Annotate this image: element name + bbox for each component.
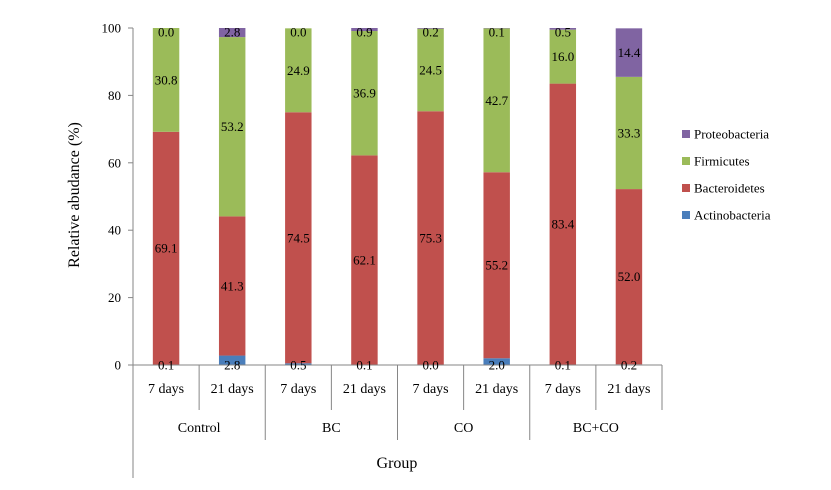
data-label-proteobacteria-3: 0.9 — [356, 25, 372, 40]
group-label-1: BC — [322, 421, 341, 436]
data-label-firmicutes-4: 24.5 — [419, 62, 442, 77]
bar-proteobacteria-3 — [351, 28, 378, 32]
x-category-label-4: 7 days — [412, 382, 448, 397]
data-label-bacteroidetes-0: 69.1 — [155, 241, 178, 256]
y-tick-label-2: 40 — [108, 223, 121, 238]
data-label-proteobacteria-2: 0.0 — [290, 25, 306, 40]
data-label-actinobacteria-1: 2.8 — [224, 358, 240, 373]
data-label-actinobacteria-6: 0.1 — [555, 358, 571, 373]
y-tick-label-0: 0 — [115, 358, 122, 373]
legend-label-bacteroidetes: Bacteroidetes — [694, 181, 765, 196]
y-tick-label-5: 100 — [102, 21, 122, 36]
x-axis-title: Group — [377, 455, 418, 472]
data-label-bacteroidetes-7: 52.0 — [618, 269, 641, 284]
x-category-label-5: 21 days — [475, 382, 518, 397]
bar-firmicutes-1 — [218, 37, 246, 217]
x-category-label-0: 7 days — [148, 382, 184, 397]
bar-actinobacteria-5 — [483, 358, 510, 365]
x-category-label-6: 7 days — [545, 382, 581, 397]
data-label-bacteroidetes-1: 41.3 — [221, 278, 244, 293]
legend-label-actinobacteria: Actinobacteria — [694, 208, 771, 223]
legend-label-firmicutes: Firmicutes — [694, 154, 750, 169]
bar-firmicutes-4 — [417, 28, 444, 112]
legend-swatch-bacteroidetes — [682, 184, 690, 192]
group-label-2: CO — [454, 421, 473, 436]
data-label-proteobacteria-5: 0.1 — [489, 25, 505, 40]
bar-bacteroidetes-3 — [351, 155, 378, 365]
x-category-label-7: 21 days — [607, 382, 650, 397]
data-label-actinobacteria-7: 0.2 — [621, 358, 637, 373]
data-label-bacteroidetes-6: 83.4 — [551, 217, 574, 232]
bar-bacteroidetes-1 — [218, 216, 246, 356]
bar-proteobacteria-7 — [615, 28, 643, 77]
data-label-bacteroidetes-4: 75.3 — [419, 231, 442, 246]
bar-bacteroidetes-0 — [152, 131, 180, 365]
bar-actinobacteria-1 — [218, 355, 246, 365]
y-axis-title: Relative abudance (%) — [66, 122, 83, 268]
bar-firmicutes-5 — [483, 28, 510, 173]
bar-firmicutes-7 — [615, 76, 643, 190]
legend-swatch-firmicutes — [682, 157, 690, 165]
bar-firmicutes-0 — [152, 28, 180, 132]
bar-bacteroidetes-6 — [549, 83, 577, 365]
data-label-firmicutes-2: 24.9 — [287, 63, 310, 78]
bar-firmicutes-6 — [549, 29, 577, 84]
bar-proteobacteria-4 — [417, 28, 444, 29]
group-label-0: Control — [178, 421, 221, 436]
data-label-proteobacteria-4: 0.2 — [422, 25, 438, 40]
bar-bacteroidetes-2 — [285, 112, 312, 364]
data-label-bacteroidetes-5: 55.2 — [485, 258, 508, 273]
data-label-proteobacteria-1: 2.8 — [224, 25, 240, 40]
data-label-proteobacteria-7: 14.4 — [618, 45, 641, 60]
data-label-firmicutes-1: 53.2 — [221, 119, 244, 134]
bar-firmicutes-3 — [351, 31, 378, 156]
y-tick-label-4: 80 — [108, 88, 121, 103]
data-label-actinobacteria-5: 2.0 — [489, 358, 505, 373]
data-label-actinobacteria-4: 0.0 — [422, 358, 438, 373]
x-category-label-3: 21 days — [343, 382, 386, 397]
data-label-actinobacteria-0: 0.1 — [158, 358, 174, 373]
data-labels-layer: 0.1 69.1 30.8 0.0 2.8 41.3 53.2 2.8 0.5 74.5 24.9 0… — [155, 25, 641, 373]
x-category-label-1: 21 days — [211, 382, 254, 397]
legend-swatch-actinobacteria — [682, 211, 690, 219]
data-label-firmicutes-5: 42.7 — [485, 93, 508, 108]
y-tick-label-1: 20 — [108, 290, 121, 305]
data-label-proteobacteria-6: 0.5 — [555, 25, 571, 40]
bar-proteobacteria-6 — [549, 28, 577, 30]
data-label-bacteroidetes-3: 62.1 — [353, 253, 376, 268]
group-label-3: BC+CO — [573, 421, 619, 436]
axes-layer: 0 20 40 60 80 100 7 days 21 days 7 days 21 days 7 … — [102, 21, 663, 478]
data-label-proteobacteria-0: 0.0 — [158, 25, 174, 40]
bar-actinobacteria-2 — [285, 363, 312, 365]
bar-bacteroidetes-7 — [615, 189, 643, 365]
x-category-label-2: 7 days — [280, 382, 316, 397]
data-label-actinobacteria-3: 0.1 — [356, 358, 372, 373]
bars-layer — [152, 28, 643, 365]
y-tick-label-3: 60 — [108, 155, 121, 170]
data-label-actinobacteria-2: 0.5 — [290, 358, 306, 373]
bar-firmicutes-2 — [285, 28, 312, 113]
bar-bacteroidetes-5 — [483, 172, 510, 359]
data-label-bacteroidetes-2: 74.5 — [287, 230, 310, 245]
data-label-firmicutes-7: 33.3 — [618, 125, 641, 140]
bar-bacteroidetes-4 — [417, 111, 444, 365]
legend-label-proteobacteria: Proteobacteria — [694, 127, 769, 142]
legend: Proteobacteria Firmicutes Bacteroidetes Act… — [682, 127, 771, 223]
data-label-firmicutes-6: 16.0 — [551, 49, 574, 64]
data-label-firmicutes-3: 36.9 — [353, 86, 376, 101]
bar-proteobacteria-1 — [218, 28, 246, 38]
legend-swatch-proteobacteria — [682, 130, 690, 138]
data-label-firmicutes-0: 30.8 — [155, 72, 178, 87]
